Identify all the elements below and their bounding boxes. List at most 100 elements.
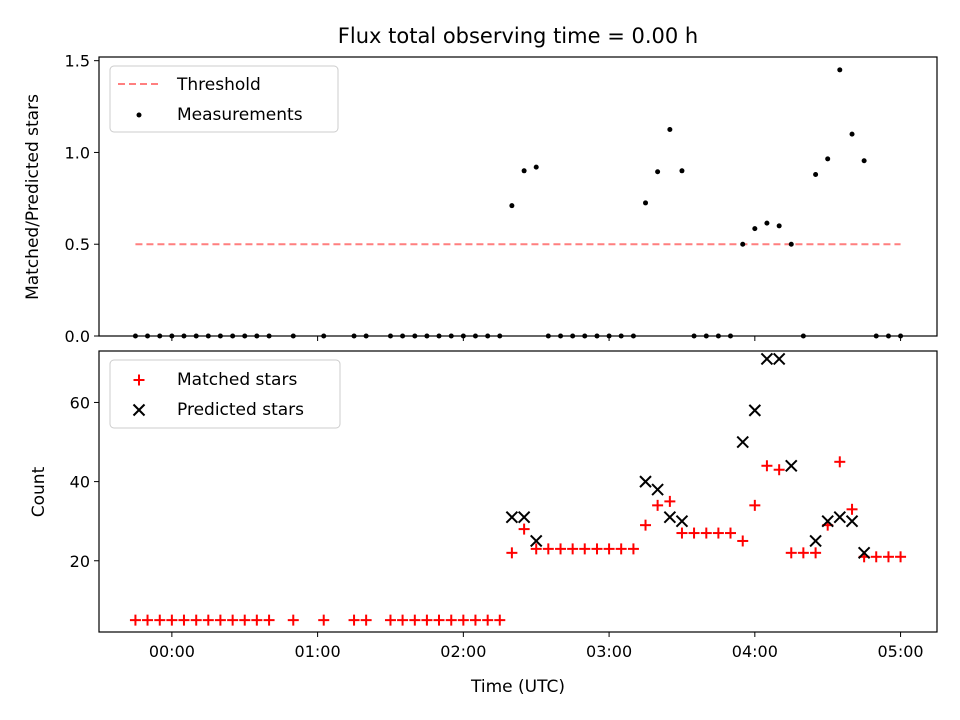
matched-star-point: [652, 499, 664, 511]
matched-star-point: [834, 456, 846, 468]
predicted-star-point-b: [857, 546, 871, 560]
matched-star-point: [384, 614, 396, 626]
matched-star-point: [251, 614, 263, 626]
matched-star-point: [567, 543, 579, 555]
measurement-point: [740, 241, 746, 247]
matched-star-point: [555, 543, 567, 555]
matched-star-point: [433, 614, 445, 626]
matched-star-point: [214, 614, 226, 626]
bottom-y-tick-label: 20: [70, 552, 90, 571]
measurement-point: [643, 200, 649, 206]
measurements-legend-swatch: [136, 112, 142, 118]
measurement-point: [849, 131, 855, 137]
predicted-star-point-b: [663, 511, 677, 524]
matched-star-point: [627, 543, 639, 555]
matched-star-point: [166, 614, 178, 626]
matched-star-point: [810, 547, 822, 559]
measurement-point: [764, 220, 770, 226]
bottom-legend: Matched stars Predicted stars: [109, 359, 341, 429]
bottom-panel: 20 40 60 00:00 01:00 02:00 03:00 04:00 05:00 Co…: [29, 350, 938, 697]
predicted-legend-marker: [132, 403, 146, 417]
matched-star-point: [227, 614, 239, 626]
bottom-y-tick-label: 60: [70, 393, 90, 412]
measurement-point: [667, 127, 673, 133]
matched-star-point: [239, 614, 251, 626]
bottom-axes-frame: [98, 350, 938, 633]
measurement-point: [533, 164, 539, 170]
matched-star-point: [700, 527, 712, 539]
predicted-star-point: [857, 546, 871, 560]
predicted-star-point: [772, 352, 786, 366]
measurement-point: [509, 203, 515, 209]
matched-star-point: [615, 543, 627, 555]
bottom-x-ticks: 00:00 01:00 02:00 03:00 04:00 05:00: [149, 632, 924, 661]
bottom-x-tick-label: 05:00: [878, 642, 924, 661]
predicted-star-point: [809, 534, 822, 548]
top-y-tick-label: 1.0: [65, 143, 90, 162]
measurement-point: [521, 168, 527, 174]
matched-star-point: [518, 523, 530, 535]
predicted-star-point: [651, 483, 664, 496]
predicted-star-point: [736, 435, 749, 449]
matched-star-point: [530, 543, 542, 555]
matched-star-point: [202, 614, 214, 626]
matched-star-point: [773, 464, 785, 476]
chart-title: Flux total observing time = 0.00 h: [338, 24, 698, 48]
matched-star-point: [360, 614, 372, 626]
matched-star-point: [761, 460, 773, 472]
measurement-point: [837, 67, 843, 73]
predicted-star-point: [505, 511, 519, 524]
matched-star-point: [737, 535, 749, 547]
top-y-tick-label: 1.5: [65, 52, 90, 71]
matched-star-point: [579, 543, 591, 555]
matched-star-point: [318, 614, 330, 626]
measurement-point: [825, 156, 831, 162]
threshold-legend-label: Threshold: [176, 75, 261, 95]
predicted-star-point: [675, 514, 689, 528]
matched-star-point: [676, 527, 688, 539]
measurement-point: [752, 226, 758, 232]
measurement-point: [788, 241, 794, 247]
predicted-legend-swatch: [132, 403, 146, 417]
predicted-star-point-b: [651, 483, 664, 496]
bottom-legend-box: [109, 359, 341, 429]
matched-legend-swatch: [133, 374, 145, 386]
predicted-star-point-b: [760, 352, 774, 366]
predicted-star-point: [821, 514, 834, 528]
predicted-star-point-b: [833, 511, 846, 524]
bottom-x-tick-label: 02:00: [440, 642, 486, 661]
predicted-star-point-b: [517, 511, 531, 524]
matched-star-point: [409, 614, 421, 626]
bottom-y-axis-label: Count: [29, 466, 49, 517]
bottom-x-tick-label: 00:00: [149, 642, 195, 661]
matched-star-point: [895, 551, 907, 563]
matched-star-point: [178, 614, 190, 626]
predicted-star-point-b: [785, 459, 798, 472]
predicted-legend-label: Predicted stars: [177, 400, 304, 420]
measurement-point: [655, 169, 661, 175]
top-axes-frame: [98, 56, 938, 337]
matched-star-point: [664, 495, 676, 507]
predicted-star-point: [833, 511, 846, 524]
matched-legend-marker: [133, 374, 145, 386]
measurement-point: [776, 223, 782, 229]
top-y-ticks: 0.0 0.5 1.0 1.5: [65, 52, 99, 346]
predicted-star-point-b: [772, 352, 786, 366]
bottom-y-ticks: 20 40 60: [70, 393, 99, 571]
matched-star-point: [397, 614, 409, 626]
matched-star-point: [190, 614, 202, 626]
matched-star-point: [870, 551, 882, 563]
top-y-tick-label: 0.5: [65, 235, 90, 254]
matched-star-point: [591, 543, 603, 555]
predicted-star-point-b: [530, 534, 543, 548]
top-panel: Flux total observing time = 0.00 h 0.00.…: [23, 24, 938, 346]
matched-star-point: [785, 547, 797, 559]
measurement-point: [813, 171, 819, 177]
matched-star-point: [142, 614, 154, 626]
matched-star-point: [494, 614, 506, 626]
matched-star-point: [457, 614, 469, 626]
predicted-star-point-b: [821, 514, 834, 528]
matched-star-point: [797, 547, 809, 559]
matched-star-point: [482, 614, 494, 626]
matched-star-point: [506, 547, 518, 559]
